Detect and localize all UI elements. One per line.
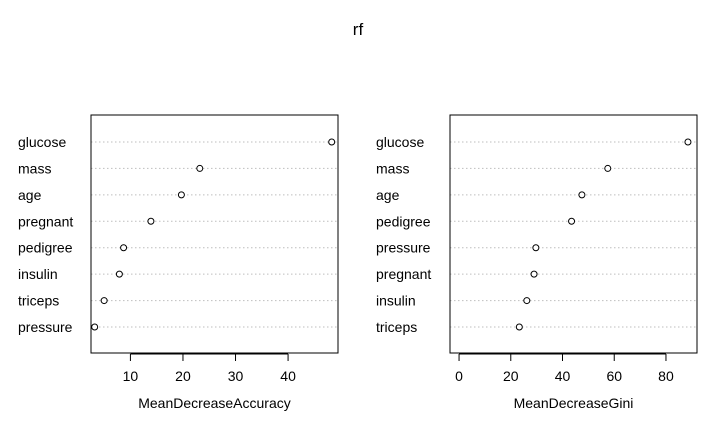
gini-category-label: pedigree xyxy=(376,213,431,229)
accuracy-points xyxy=(91,138,336,331)
accuracy-grid-lines xyxy=(91,141,338,328)
gini-category-label: triceps xyxy=(376,319,417,335)
accuracy-point xyxy=(100,297,108,305)
accuracy-category-label: mass xyxy=(18,160,51,176)
gini-point xyxy=(515,323,523,331)
gini-plot-frame xyxy=(449,114,698,354)
accuracy-point xyxy=(115,270,123,278)
gini-point xyxy=(523,297,531,305)
gini-panel: glucose mass age pedigree pressure pregnant in… xyxy=(376,114,698,411)
accuracy-category-label: age xyxy=(18,187,42,203)
gini-category-label: pressure xyxy=(376,240,431,256)
accuracy-x-tick-label: 10 xyxy=(123,368,139,384)
accuracy-x-tick-label: 20 xyxy=(175,368,191,384)
accuracy-point xyxy=(120,244,128,252)
accuracy-point xyxy=(177,191,185,199)
gini-x-tick-label: 80 xyxy=(658,368,674,384)
figure-title: rf xyxy=(353,20,364,39)
gini-point xyxy=(604,164,612,172)
gini-category-labels: glucose mass age pedigree pressure pregnant in… xyxy=(376,134,431,335)
accuracy-point xyxy=(196,164,204,172)
accuracy-point xyxy=(91,323,99,331)
gini-category-label: glucose xyxy=(376,134,424,150)
accuracy-panel: glucose mass age pregnant pedigree insulin tri… xyxy=(18,114,339,411)
accuracy-x-axis-label: MeanDecreaseAccuracy xyxy=(138,395,291,411)
accuracy-category-label: triceps xyxy=(18,293,59,309)
gini-category-label: pregnant xyxy=(376,266,431,282)
gini-point xyxy=(684,138,692,146)
gini-category-label: mass xyxy=(376,160,409,176)
accuracy-category-label: glucose xyxy=(18,134,66,150)
accuracy-x-tick-label: 40 xyxy=(280,368,296,384)
gini-category-label: age xyxy=(376,187,400,203)
gini-x-axis: 0 20 40 60 80 xyxy=(455,353,674,384)
accuracy-category-label: insulin xyxy=(18,266,58,282)
accuracy-category-labels: glucose mass age pregnant pedigree insulin tri… xyxy=(18,134,73,335)
accuracy-point xyxy=(147,217,155,225)
accuracy-category-label: pregnant xyxy=(18,213,73,229)
gini-x-tick-label: 40 xyxy=(555,368,571,384)
gini-category-label: insulin xyxy=(376,293,416,309)
accuracy-point xyxy=(328,138,336,146)
accuracy-category-label: pedigree xyxy=(18,240,73,256)
accuracy-plot-frame xyxy=(90,114,339,354)
gini-point xyxy=(530,270,538,278)
gini-grid-lines xyxy=(450,141,697,328)
gini-point xyxy=(578,191,586,199)
accuracy-x-axis: 10 20 30 40 xyxy=(123,353,296,384)
gini-x-axis-label: MeanDecreaseGini xyxy=(514,395,634,411)
gini-x-tick-label: 0 xyxy=(455,368,463,384)
gini-x-tick-label: 60 xyxy=(606,368,622,384)
accuracy-category-label: pressure xyxy=(18,319,73,335)
gini-point xyxy=(568,217,576,225)
gini-point xyxy=(532,244,540,252)
accuracy-x-tick-label: 30 xyxy=(228,368,244,384)
gini-x-tick-label: 20 xyxy=(503,368,519,384)
gini-points xyxy=(515,138,692,331)
